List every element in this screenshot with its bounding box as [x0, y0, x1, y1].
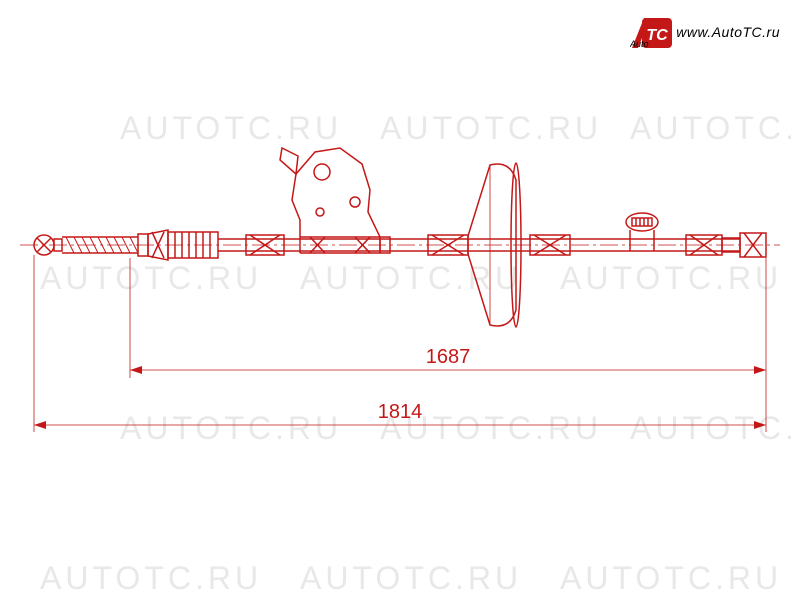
dimension-1687: 1687: [426, 346, 471, 368]
cable-technical-drawing: 1687 1814: [0, 0, 800, 600]
dimension-1814: 1814: [378, 401, 423, 423]
